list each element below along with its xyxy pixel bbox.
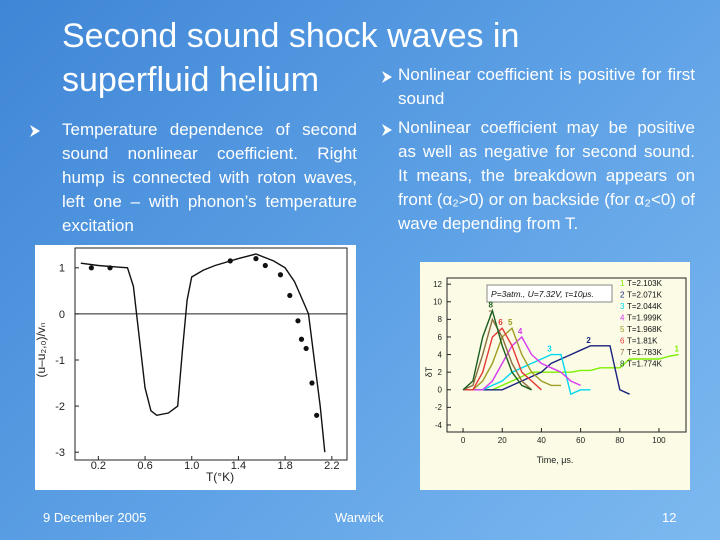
y-tick-label: -4: [435, 421, 443, 430]
x-tick-label: 0.6: [137, 460, 152, 472]
legend-index: 4: [620, 314, 625, 323]
bullet-text: Nonlinear coefficient may be positive as…: [398, 118, 695, 233]
bullet-arrow: [30, 125, 40, 137]
legend-label: T=1.999K: [627, 314, 663, 323]
bullet-arrow: [382, 124, 392, 136]
data-line: [463, 335, 581, 391]
x-tick-label: 80: [615, 436, 624, 445]
bullet-text: Temperature dependence of second sound n…: [62, 120, 357, 235]
data-point: [107, 265, 113, 271]
x-tick-label: 60: [576, 436, 585, 445]
data-point: [88, 265, 94, 271]
legend-label: T=2.044K: [627, 302, 663, 311]
x-tick-label: 2.2: [324, 460, 339, 472]
y-tick-label: 4: [438, 350, 443, 359]
curve-label: 4: [518, 327, 523, 336]
data-point: [262, 262, 268, 269]
legend-label: T=2.103K: [627, 279, 663, 288]
annotation-box: [486, 284, 613, 303]
y-tick-label: 12: [433, 280, 442, 289]
bullet-arrow: [382, 71, 392, 83]
x-axis-label: Time, μs.: [537, 455, 574, 465]
footer-place: Warwick: [335, 510, 384, 525]
x-tick-label: 0: [461, 436, 466, 445]
legend-label: T=2.071K: [627, 291, 663, 300]
x-tick-label: 40: [537, 436, 546, 445]
data-point: [314, 412, 320, 418]
data-point: [277, 272, 284, 278]
data-point: [287, 292, 293, 299]
legend-index: 2: [620, 291, 625, 300]
data-line: [463, 326, 561, 391]
legend-label: T=1.783K: [627, 348, 663, 357]
x-axis-label: T(°K): [206, 470, 234, 484]
page-number: 12: [662, 510, 677, 525]
y-tick-label: 6: [438, 333, 443, 342]
x-tick-label: 100: [652, 436, 666, 445]
data-point: [227, 258, 233, 264]
legend-index: 5: [620, 325, 625, 334]
y-tick-label: 8: [438, 315, 443, 324]
data-line: [463, 345, 630, 395]
x-tick-label: 1.4: [231, 460, 246, 472]
y-tick-label: -1: [55, 355, 65, 367]
legend-label: T=1.774K: [627, 360, 663, 369]
legend-label: T=1.81K: [627, 337, 658, 346]
data-point: [309, 380, 315, 386]
data-point: [298, 336, 305, 342]
y-tick-label: -2: [55, 401, 65, 413]
data-line: [80, 253, 326, 453]
slide-title: Second sound shock waves in superfluid h…: [62, 17, 520, 99]
legend-index: 6: [620, 337, 625, 346]
curve-label: 6: [498, 318, 503, 327]
data-point: [295, 318, 301, 324]
curve-label: 1: [675, 345, 680, 354]
y-tick-label: 10: [433, 298, 442, 307]
data-point: [253, 256, 259, 262]
y-tick-label: -2: [435, 403, 443, 412]
y-tick-label: 2: [438, 368, 443, 377]
annotation: P=3atm., U=7.32V, τ=10μs.: [491, 289, 594, 299]
plot-frame: [74, 247, 348, 461]
legend-index: 3: [620, 302, 625, 311]
curve-label: 3: [547, 345, 552, 354]
y-tick-label: 0: [59, 309, 65, 321]
y-tick-label: 1: [59, 263, 65, 275]
curve-label: 2: [586, 336, 591, 345]
chart: 1 0 -1 -2 -3 0.2 0.6 1.0 1.4 1.8 2.2 T(°K) (u–u₂,₀)/…: [35, 245, 356, 490]
chart-background: [35, 245, 356, 490]
x-tick-label: 0.2: [91, 460, 106, 472]
footer-date: 9 December 2005: [43, 510, 147, 525]
x-tick-label: 1.0: [184, 460, 199, 472]
curve-label: 8: [488, 301, 493, 310]
legend-index: 8: [620, 360, 625, 369]
data-line: [463, 327, 542, 391]
data-point: [303, 345, 309, 352]
y-axis-label: (u–u₂,₀)/vₙ: [35, 322, 48, 377]
y-tick-label: 0: [438, 386, 443, 395]
x-tick-label: 1.8: [277, 460, 292, 472]
y-axis-label: δT: [424, 366, 434, 377]
legend-label: T=1.968K: [627, 325, 663, 334]
curve-label: 5: [508, 318, 513, 327]
bullet-text: Nonlinear coefficient is positive for fi…: [398, 65, 695, 108]
y-tick-label: -3: [55, 447, 65, 459]
legend-index: 1: [620, 279, 625, 288]
data-line: [463, 353, 679, 391]
legend-index: 7: [620, 348, 625, 357]
data-line: [462, 308, 532, 391]
x-tick-label: 20: [498, 436, 507, 445]
